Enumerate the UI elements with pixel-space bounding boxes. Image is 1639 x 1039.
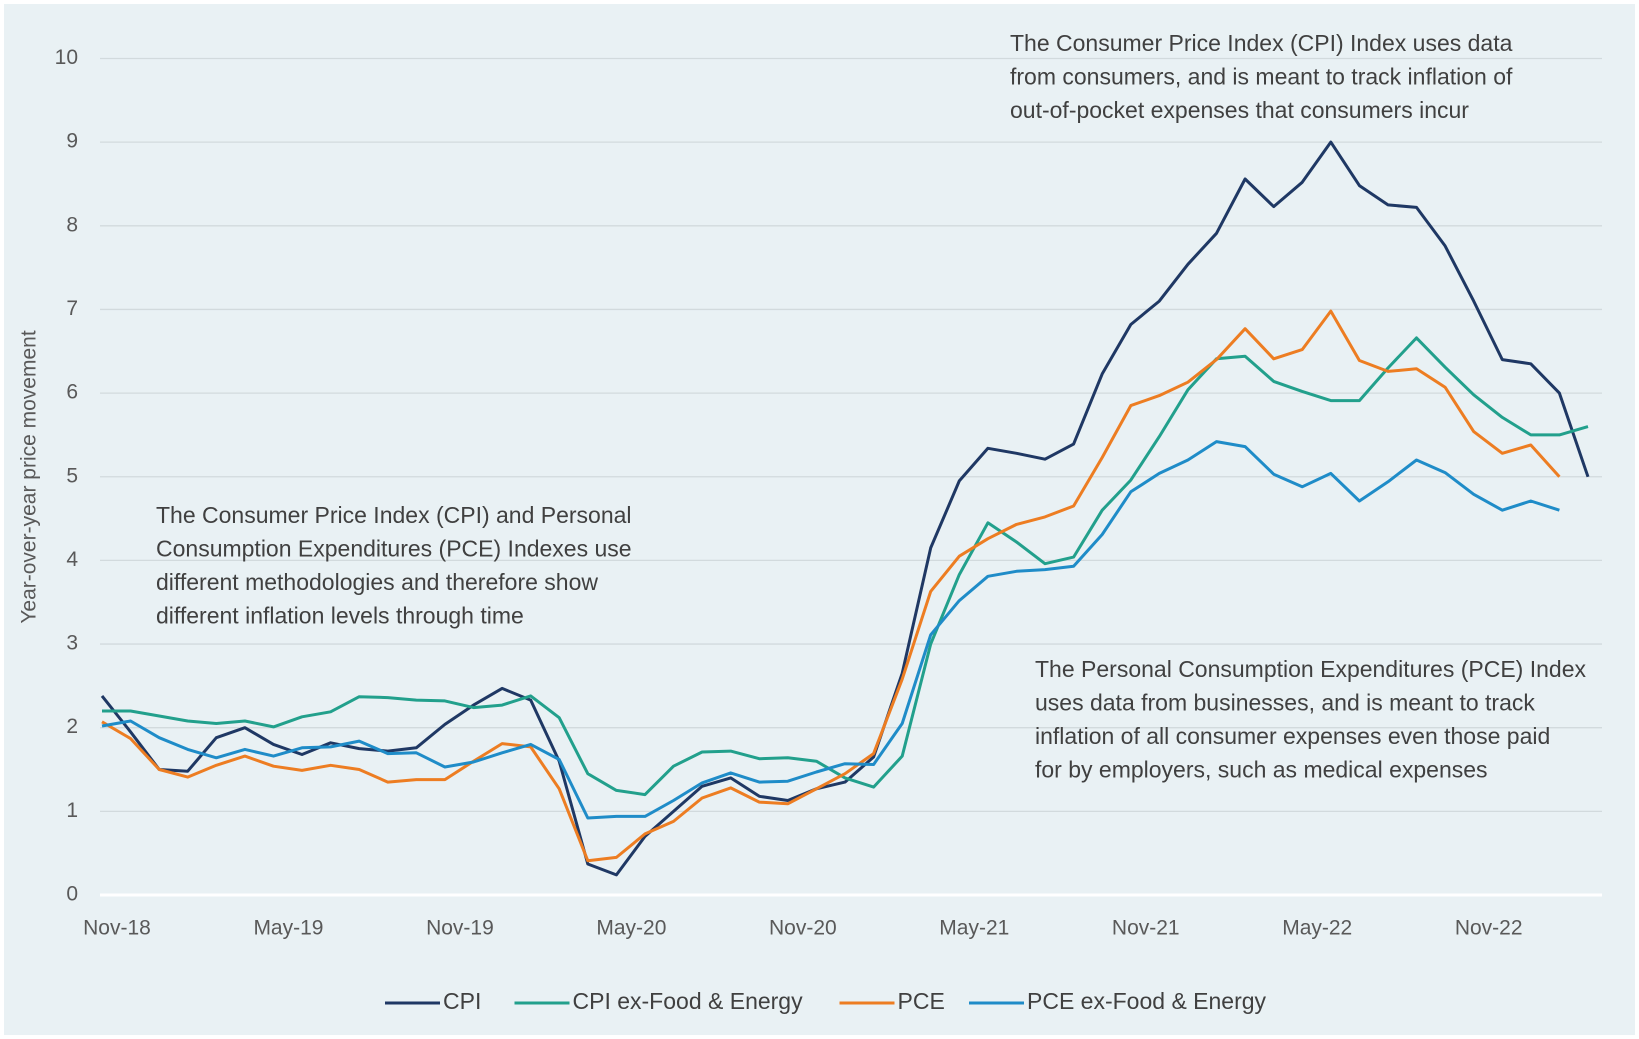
y-tick-label: 10	[55, 46, 78, 69]
annotation: from consumers, and is meant to track in…	[1010, 64, 1513, 90]
legend-label: CPI ex-Food & Energy	[573, 988, 804, 1014]
annotation: for by employers, such as medical expens…	[1035, 757, 1488, 783]
annotation: The Consumer Price Index (CPI) Index use…	[1010, 30, 1513, 56]
legend-label: PCE ex-Food & Energy	[1027, 988, 1267, 1014]
series-line	[102, 336, 1589, 797]
chart-background	[4, 4, 1635, 1035]
x-tick-label: Nov-19	[426, 917, 494, 940]
y-tick-label: 8	[66, 213, 78, 236]
x-tick-label: May-21	[939, 917, 1009, 940]
legend-label: CPI	[443, 988, 481, 1014]
annotation: The Personal Consumption Expenditures (P…	[1035, 656, 1587, 682]
series-line	[101, 309, 1561, 863]
x-tick-label: Nov-18	[83, 917, 151, 940]
series-line	[101, 440, 1560, 820]
annotation: uses data from businesses, and is meant …	[1035, 690, 1535, 716]
y-tick-label: 6	[66, 381, 78, 404]
annotation: different inflation levels through time	[156, 603, 524, 629]
x-tick-label: May-20	[596, 917, 666, 940]
y-tick-label: 7	[66, 297, 78, 320]
y-tick-label: 3	[66, 632, 78, 655]
y-tick-label: 9	[66, 130, 78, 153]
annotation: Consumption Expenditures (PCE) Indexes u…	[156, 536, 632, 562]
y-tick-label: 5	[66, 464, 78, 487]
annotation: The Consumer Price Index (CPI) and Perso…	[156, 502, 632, 528]
x-tick-label: Nov-22	[1455, 917, 1523, 940]
x-tick-label: May-19	[253, 917, 323, 940]
y-axis-label: Year-over-year price movement	[18, 330, 41, 624]
y-tick-label: 0	[66, 883, 78, 906]
annotation: out-of-pocket expenses that consumers in…	[1010, 97, 1469, 123]
y-tick-label: 4	[66, 548, 78, 571]
legend-label: PCE	[898, 988, 945, 1014]
x-tick-label: May-22	[1282, 917, 1352, 940]
x-tick-label: Nov-21	[1112, 917, 1180, 940]
series-line	[100, 140, 1590, 877]
y-tick-label: 1	[66, 799, 78, 822]
y-tick-label: 2	[66, 715, 78, 738]
x-tick-label: Nov-20	[769, 917, 837, 940]
annotation: inflation of all consumer expenses even …	[1035, 723, 1550, 749]
annotation: different methodologies and therefore sh…	[156, 569, 598, 595]
